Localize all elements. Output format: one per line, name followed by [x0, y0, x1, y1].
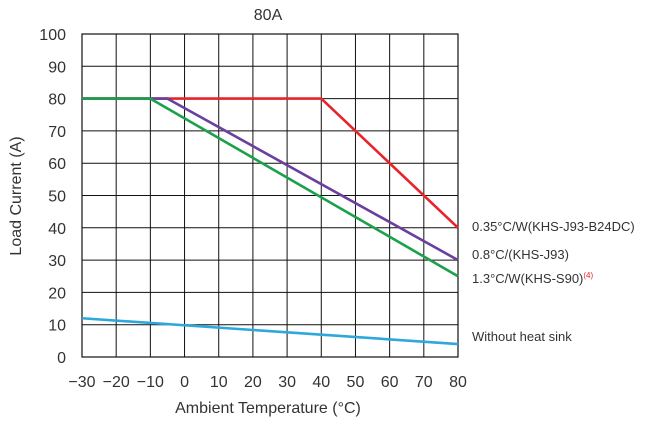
series-name: Without heat sink	[472, 329, 572, 344]
y-tick-labels: 0 10 20 30 40 50 60 70 80 90 100	[39, 27, 66, 367]
series-lines	[81, 97, 459, 346]
series-line	[82, 97, 459, 262]
series-label: Without heat sink	[472, 329, 572, 344]
series-name: 0.8°C/(KHS-J93)	[472, 247, 569, 262]
series-label: 0.8°C/(KHS-J93)	[472, 247, 569, 262]
y-tick-label: 90	[48, 59, 66, 76]
y-tick-label: 0	[57, 350, 66, 367]
x-tick-label: 50	[347, 374, 365, 391]
x-tick-label: 40	[312, 374, 330, 391]
series-label: 1.3°C/W(KHS-S90)(4)	[472, 271, 594, 286]
x-tick-label: 0	[180, 374, 189, 391]
x-axis-title: Ambient Temperature (°C)	[175, 400, 361, 417]
grid	[81, 33, 459, 358]
x-tick-label: 70	[415, 374, 433, 391]
chart-title: 80A	[254, 7, 283, 24]
y-tick-label: 70	[48, 124, 66, 141]
y-tick-label: 20	[48, 285, 66, 302]
y-axis-title: Load Current (A)	[8, 136, 25, 255]
y-tick-label: 60	[48, 156, 66, 173]
series-line	[81, 316, 459, 346]
x-tick-label: 10	[210, 374, 228, 391]
series-labels: 0.35°C/W(KHS-J93-B24DC) 0.8°C/(KHS-J93) 1.…	[472, 219, 635, 344]
x-tick-labels: −30 −20 −10 0 10 20 30 40 50 60 70 80	[68, 374, 467, 391]
x-tick-label: 80	[449, 374, 467, 391]
x-tick-label: −20	[103, 374, 130, 391]
series-label: 0.35°C/W(KHS-J93-B24DC)	[472, 219, 635, 234]
y-tick-label: 30	[48, 253, 66, 270]
x-tick-label: −10	[137, 374, 164, 391]
x-tick-label: 20	[244, 374, 262, 391]
series-line	[82, 97, 459, 278]
series-name: 1.3°C/W(KHS-S90)	[472, 271, 583, 286]
series-name: 0.35°C/W(KHS-J93-B24DC)	[472, 219, 635, 234]
y-tick-label: 10	[48, 318, 66, 335]
plot-border	[81, 33, 459, 358]
x-tick-label: 30	[278, 374, 296, 391]
y-tick-label: 50	[48, 189, 66, 206]
y-tick-label: 80	[48, 92, 66, 109]
series-footnote: (4)	[583, 271, 593, 280]
y-tick-label: 40	[48, 221, 66, 238]
x-tick-label: −30	[68, 374, 95, 391]
x-tick-label: 60	[381, 374, 399, 391]
y-tick-label: 100	[39, 27, 66, 44]
